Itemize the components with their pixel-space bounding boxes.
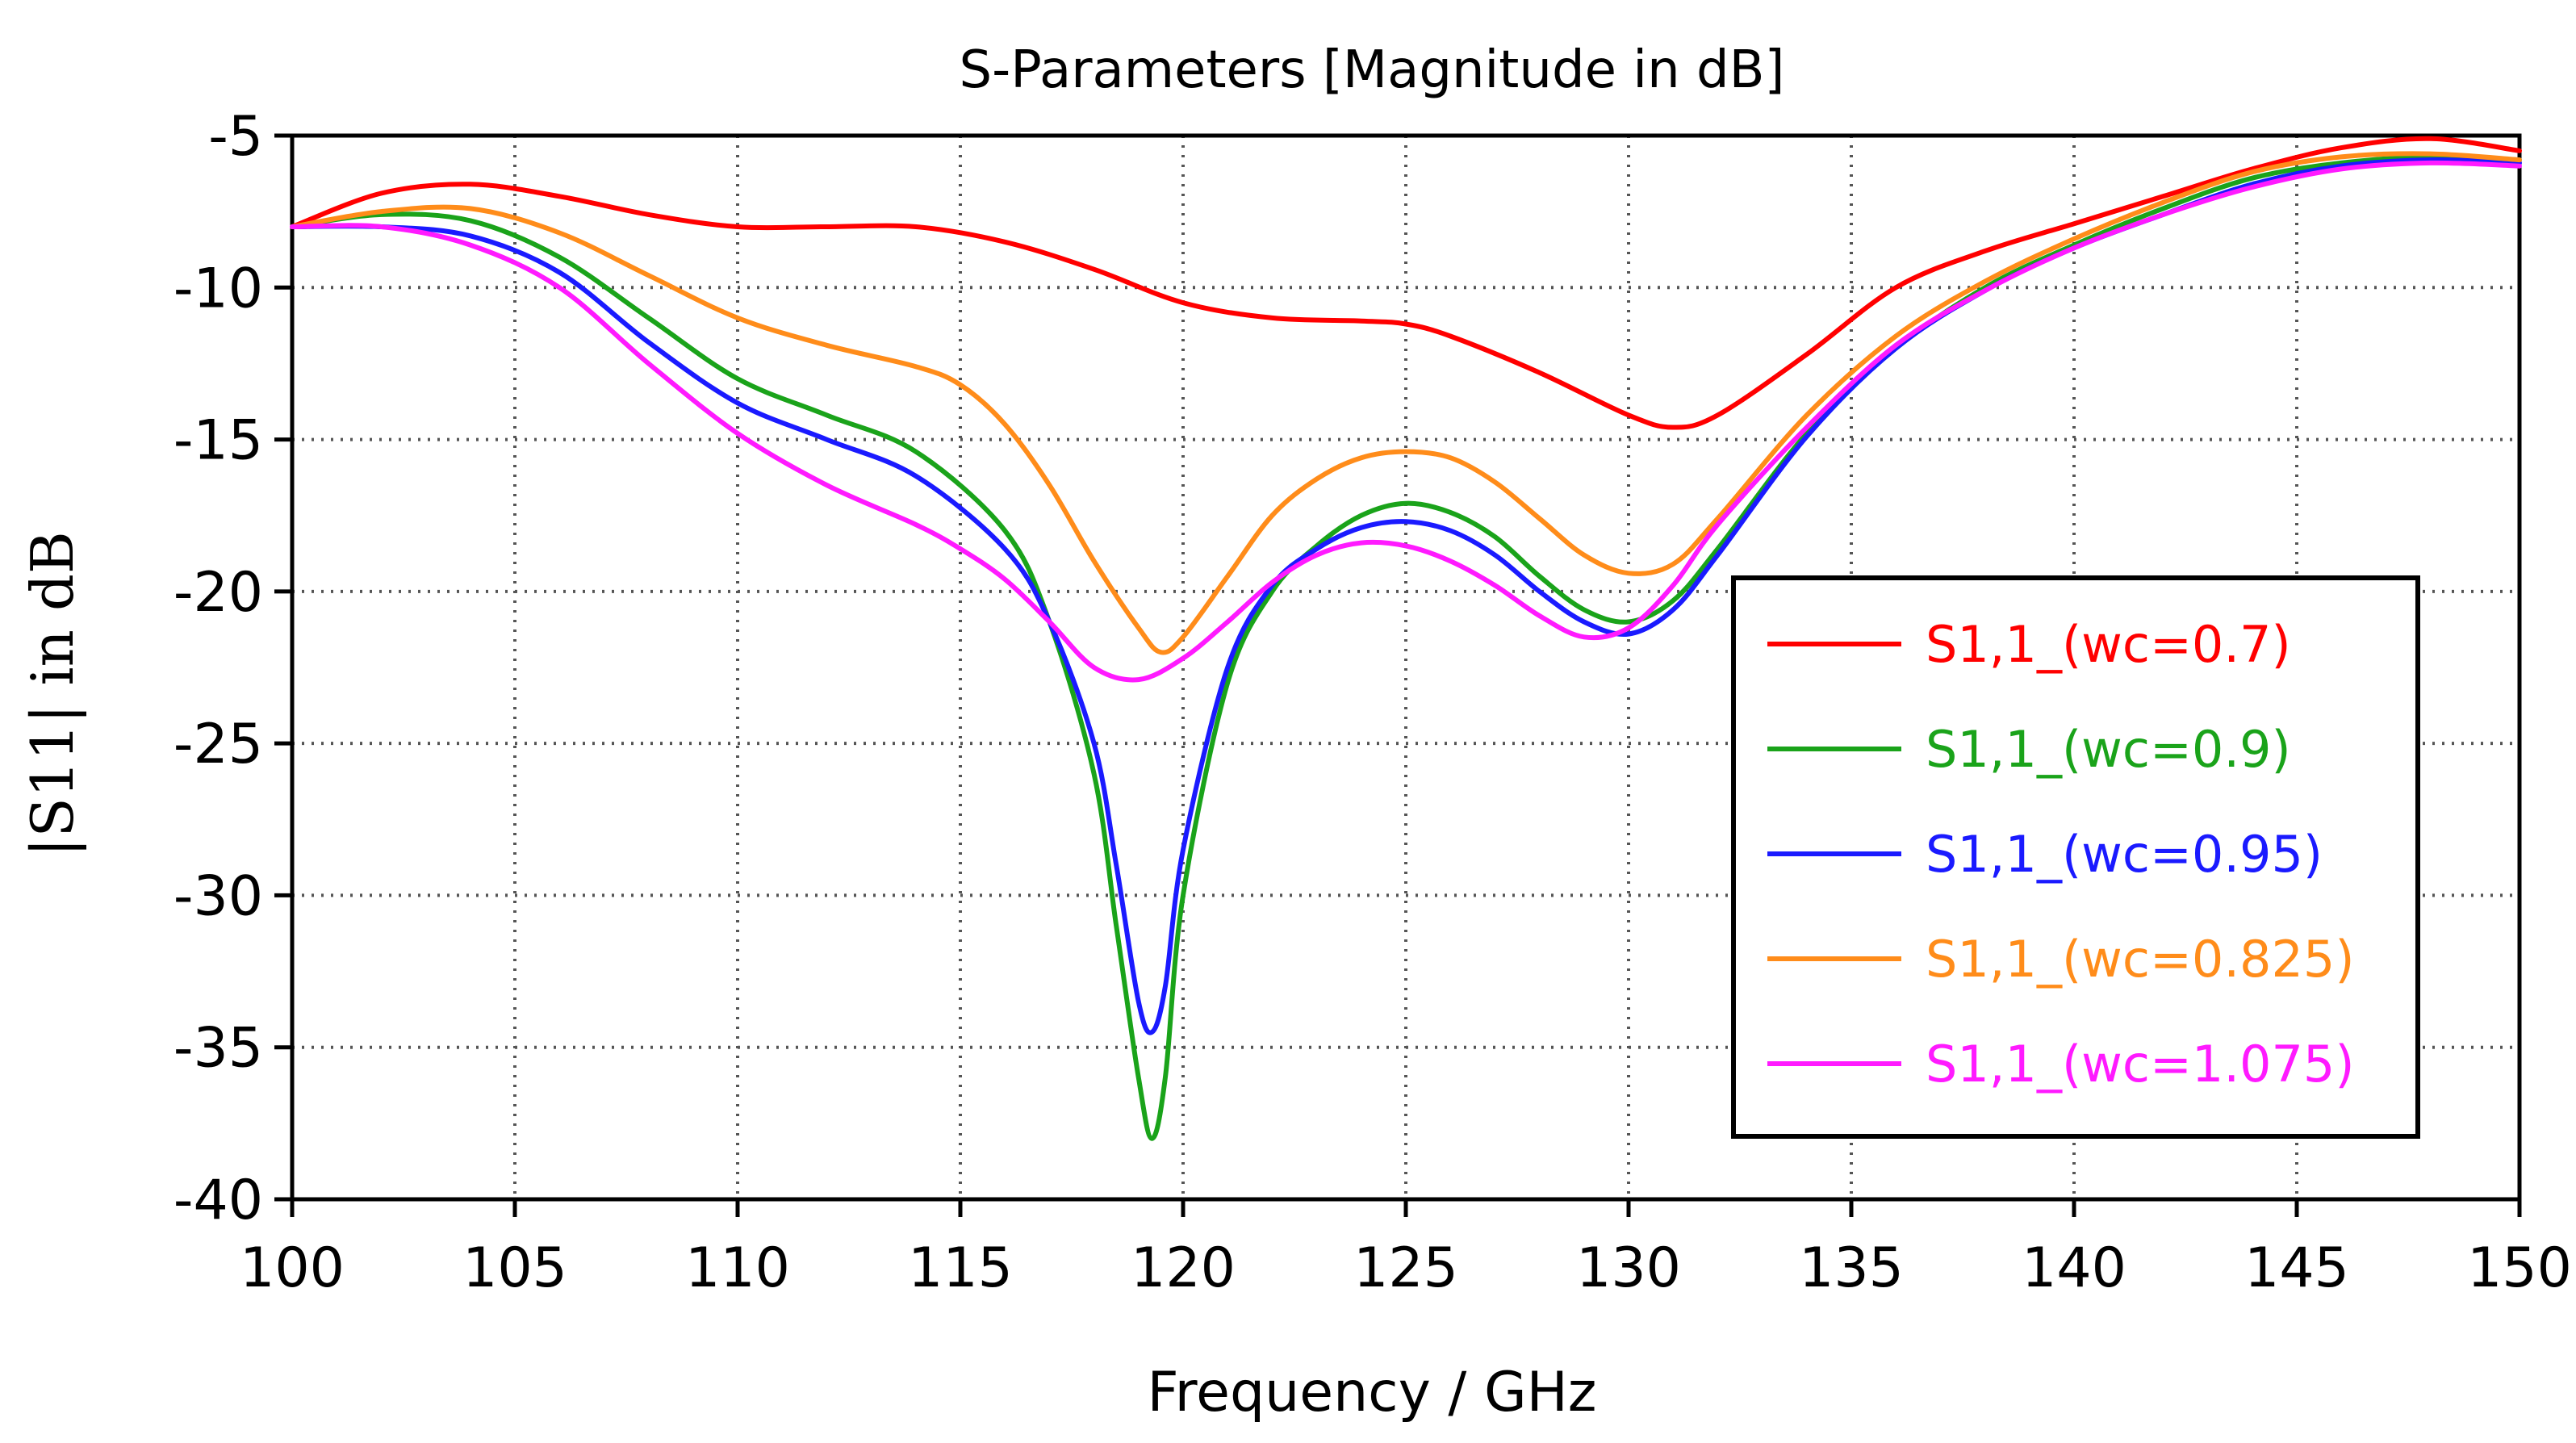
legend: S1,1_(wc=0.7) S1,1_(wc=0.9) S1,1_(wc=0.95)…	[1731, 575, 2420, 1139]
x-tick-label: 120	[1131, 1236, 1236, 1300]
series-line-5	[290, 160, 2522, 683]
series-line-1	[290, 136, 2522, 430]
x-tick-label: 150	[2467, 1236, 2572, 1300]
x-tick-label: 105	[462, 1236, 567, 1300]
y-tick-label: -25	[174, 713, 263, 776]
grid	[292, 136, 2520, 1199]
legend-label: S1,1_(wc=0.95)	[1926, 825, 2323, 884]
legend-label: S1,1_(wc=0.7)	[1926, 615, 2291, 674]
x-tick-label: 110	[685, 1236, 790, 1300]
legend-label: S1,1_(wc=1.075)	[1926, 1035, 2355, 1094]
chart-title: S-Parameters [Magnitude in dB]	[960, 40, 1785, 100]
y-tick-label: -35	[174, 1017, 263, 1081]
x-tick-label: 135	[1799, 1236, 1904, 1300]
axis-ticks: 100 105 110 115 120 125 130 135 140 145 150 -5 -10 -1…	[174, 105, 2572, 1300]
legend-label: S1,1_(wc=0.9)	[1926, 720, 2291, 779]
legend-box	[1731, 575, 2420, 1139]
x-tick-label: 130	[1576, 1236, 1681, 1300]
series-lines	[290, 136, 2522, 1141]
y-tick-label: -10	[174, 257, 263, 320]
x-tick-label: 100	[240, 1236, 345, 1300]
x-tick-label: 115	[908, 1236, 1013, 1300]
y-axis-label: |S11| in dB	[19, 531, 86, 857]
x-tick-label: 145	[2244, 1236, 2349, 1300]
x-axis-label: Frequency / GHz	[1148, 1361, 1597, 1424]
y-tick-label: -20	[174, 561, 263, 625]
y-tick-label: -5	[208, 105, 263, 169]
y-tick-label: -15	[174, 409, 263, 473]
y-tick-label: -30	[174, 864, 263, 928]
series-line-4	[290, 151, 2522, 655]
x-tick-label: 140	[2022, 1236, 2126, 1300]
y-tick-label: -40	[174, 1169, 263, 1232]
series-line-2	[290, 154, 2522, 1141]
x-tick-label: 125	[1353, 1236, 1458, 1300]
legend-label: S1,1_(wc=0.825)	[1926, 930, 2355, 989]
